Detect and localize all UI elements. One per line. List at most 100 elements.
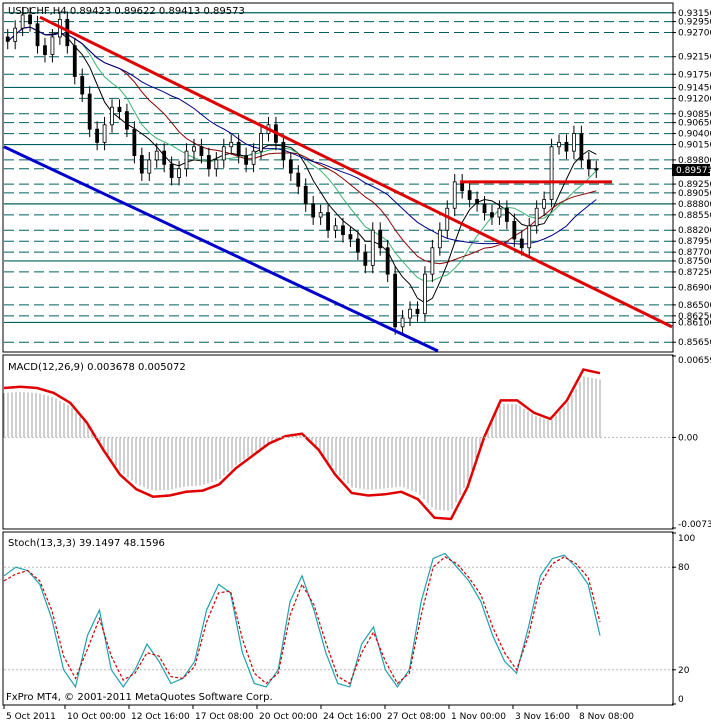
candle-body	[557, 141, 561, 148]
candle-body	[355, 238, 360, 253]
candle-body	[199, 146, 204, 156]
stoch-tick-label: 100	[678, 534, 695, 544]
candle-body	[192, 146, 196, 152]
ma-blue-line	[7, 26, 597, 245]
macd-header: MACD(12,26,9) 0.003678 0.005072	[8, 362, 186, 373]
candle-body	[385, 247, 390, 275]
candle-body	[288, 159, 293, 174]
candle-body	[519, 238, 524, 249]
candle-body	[139, 155, 144, 174]
candle-body	[445, 207, 450, 231]
time-tick-label: 5 Oct 2011	[6, 712, 56, 722]
price-panel-frame[interactable]	[2, 2, 674, 353]
time-tick-label: 20 Oct 00:00	[259, 712, 318, 722]
stoch-panel-frame[interactable]	[2, 531, 674, 706]
candle-body	[221, 146, 226, 161]
candle-body	[147, 159, 152, 174]
macd-axis-labels: 0.00659 0.00 -0.00733	[672, 355, 711, 530]
candle-body	[363, 251, 368, 266]
candle-body	[35, 23, 40, 47]
time-tick-label: 24 Oct 16:00	[323, 712, 382, 722]
macd-tick-label: 0.00	[678, 433, 698, 443]
candle-body	[430, 247, 435, 275]
candle-body	[244, 155, 249, 165]
time-tick-label: 17 Oct 08:00	[195, 712, 254, 722]
time-tick-label: 27 Oct 08:00	[387, 712, 446, 722]
candle-body	[579, 133, 584, 161]
candle-body	[117, 106, 122, 113]
candle-body	[534, 207, 539, 227]
candle-body	[586, 159, 591, 170]
stoch-tick-label: 0	[678, 695, 684, 705]
candle-body	[423, 273, 427, 315]
candles	[5, 7, 599, 335]
trendlines	[3, 15, 673, 353]
candle-body	[490, 212, 494, 218]
candle-body	[43, 45, 47, 55]
red-trendline	[39, 15, 673, 329]
candle-body	[549, 146, 554, 200]
candle-body	[504, 207, 509, 222]
candle-body	[154, 150, 159, 161]
copyright-footer: FxPro MT4, © 2001-2011 MetaQuotes Softwa…	[6, 692, 273, 703]
candle-body	[50, 36, 55, 55]
candle-body	[206, 155, 211, 170]
blue-trendline	[3, 145, 439, 353]
candle-body	[110, 106, 114, 126]
candle-body	[370, 229, 375, 266]
macd-series	[3, 368, 672, 521]
candle-body	[229, 141, 234, 148]
candle-body	[318, 212, 323, 218]
candle-body	[13, 27, 18, 42]
time-tick-label: 1 Nov 00:00	[451, 712, 506, 722]
candle-body	[87, 93, 92, 130]
candle-body	[28, 14, 32, 25]
candle-body	[281, 141, 286, 161]
candle-body	[326, 212, 330, 231]
candle-body	[594, 168, 599, 171]
candle-body	[572, 133, 576, 152]
price-levels	[4, 12, 672, 343]
candle-body	[564, 141, 569, 152]
macd-panel-frame[interactable]	[2, 354, 674, 530]
stoch-tick-label: 80	[678, 563, 690, 573]
candle-body	[162, 150, 167, 165]
candle-body	[437, 229, 442, 249]
stoch-tick-label: 20	[678, 666, 690, 676]
time-axis-labels: 5 Oct 2011 10 Oct 00:00 12 Oct 16:00 17 Oct…	[3, 705, 634, 722]
candle-body	[512, 221, 517, 240]
candle-body	[132, 128, 137, 156]
candle-body	[72, 45, 77, 77]
candle-body	[5, 36, 10, 42]
candle-body	[542, 199, 547, 209]
price-header: USDCHF,H4 0.89423 0.89622 0.89413 0.8957…	[8, 6, 245, 17]
time-tick-label: 8 Nov 08:00	[579, 712, 634, 722]
candle-body	[527, 225, 532, 249]
stoch-axis-labels: 100 80 20 0	[672, 532, 695, 705]
time-tick-label: 3 Nov 16:00	[515, 712, 570, 722]
current-price-marker	[672, 164, 710, 177]
candle-body	[125, 111, 129, 130]
candle-body	[251, 150, 256, 165]
candle-body	[497, 207, 502, 218]
candle-body	[408, 308, 412, 319]
